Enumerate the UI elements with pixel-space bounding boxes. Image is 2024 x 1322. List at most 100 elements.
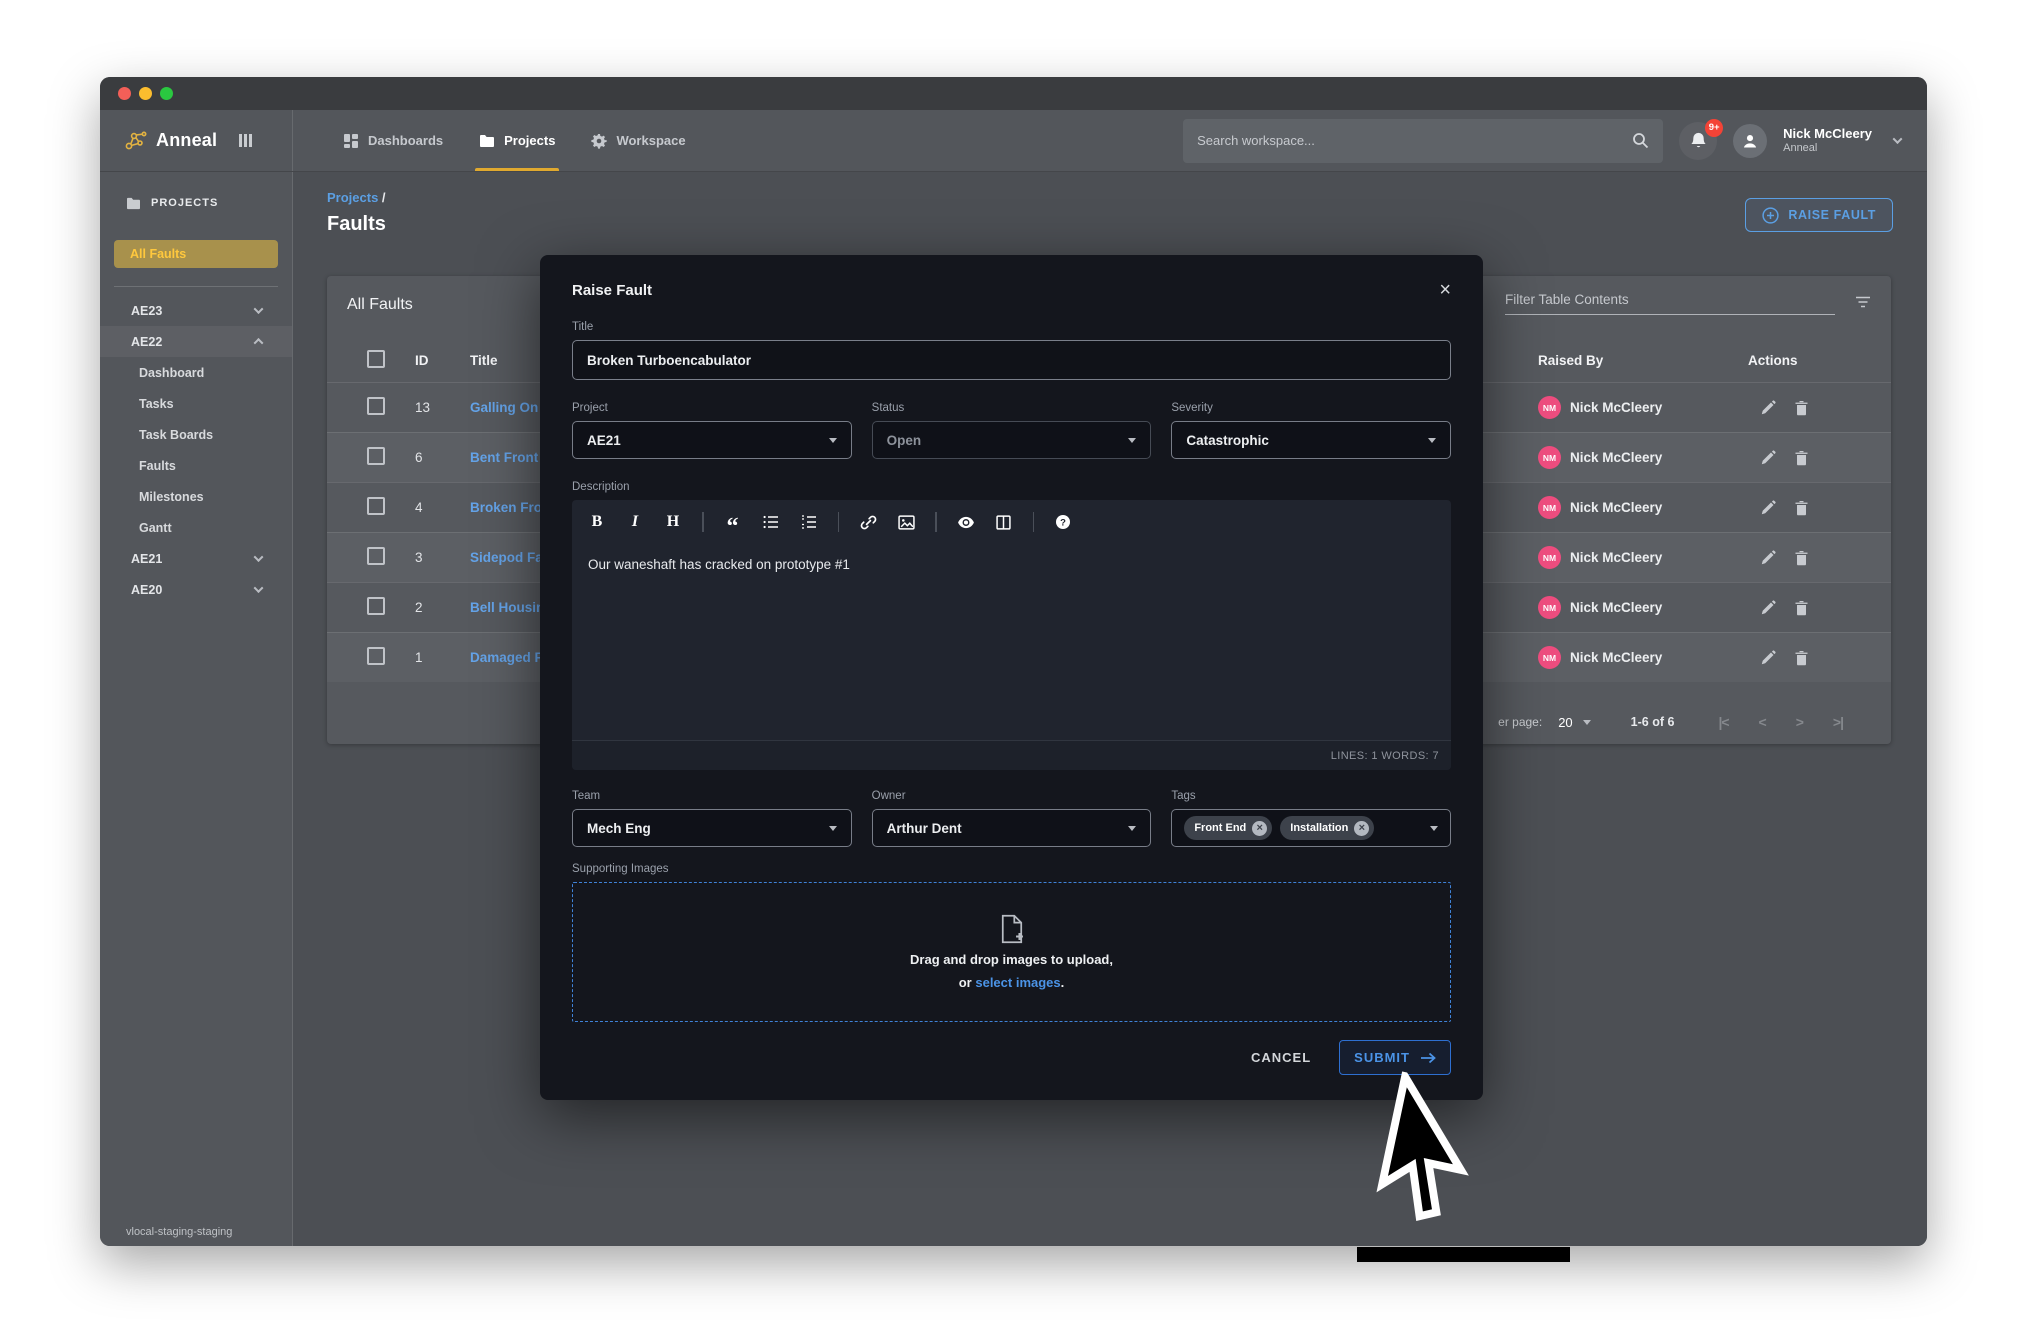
row-raised-by: Nick McCleery [1570, 650, 1663, 665]
row-id: 6 [415, 450, 423, 465]
bullet-list-icon[interactable] [762, 515, 780, 529]
per-page-select[interactable]: 20 [1558, 715, 1591, 730]
sidebar-item-ae20[interactable]: AE20 [100, 574, 292, 605]
prev-page-icon[interactable]: < [1758, 714, 1767, 730]
delete-icon[interactable] [1794, 500, 1809, 516]
table-icon[interactable] [995, 514, 1013, 530]
notifications-button[interactable]: 9+ [1679, 118, 1724, 160]
owner-select[interactable]: Arthur Dent [871, 809, 1152, 847]
sidebar-item-all-faults[interactable]: All Faults [114, 240, 278, 268]
nav-item-workspace[interactable]: Workspace [577, 110, 699, 171]
help-icon[interactable]: ? [1054, 514, 1072, 530]
delete-icon[interactable] [1794, 600, 1809, 616]
delete-icon[interactable] [1794, 400, 1809, 416]
notification-badge: 9+ [1705, 118, 1724, 137]
last-page-icon[interactable]: >| [1832, 714, 1844, 730]
row-checkbox[interactable] [367, 647, 385, 665]
user-menu-chevron-down-icon[interactable] [1892, 134, 1903, 145]
user-menu[interactable]: Nick McCleery Anneal [1783, 126, 1872, 156]
select-images-link[interactable]: select images [975, 975, 1061, 990]
heading-icon[interactable]: H [666, 513, 680, 530]
row-raised-by: Nick McCleery [1570, 400, 1663, 415]
delete-icon[interactable] [1794, 550, 1809, 566]
tag-chip-installation: Installation × [1280, 816, 1375, 840]
description-textarea[interactable]: Our waneshaft has cracked on prototype #… [572, 544, 1451, 740]
link-icon[interactable] [859, 514, 877, 531]
close-window-button[interactable] [118, 87, 131, 100]
sidebar-section-header: PROJECTS [100, 190, 292, 216]
remove-tag-icon[interactable]: × [1354, 820, 1370, 836]
raise-fault-button[interactable]: RAISE FAULT [1745, 198, 1893, 232]
row-checkbox[interactable] [367, 547, 385, 565]
edit-icon[interactable] [1760, 499, 1776, 516]
mouse-cursor [1376, 1070, 1469, 1221]
image-icon[interactable] [897, 514, 915, 530]
cancel-button[interactable]: CANCEL [1250, 1050, 1312, 1065]
row-title-link[interactable]: Damaged Fr [470, 650, 549, 665]
minimize-window-button[interactable] [139, 87, 152, 100]
severity-select[interactable]: Catastrophic [1171, 421, 1451, 459]
image-dropzone[interactable]: Drag and drop images to upload, or selec… [572, 882, 1451, 1022]
row-checkbox[interactable] [367, 597, 385, 615]
row-raised-by: Nick McCleery [1570, 600, 1663, 615]
sidebar-item-ae23[interactable]: AE23 [100, 295, 292, 326]
row-raised-by: Nick McCleery [1570, 550, 1663, 565]
project-select[interactable]: AE21 [572, 421, 852, 459]
sidebar-subitem-dashboard[interactable]: Dashboard [139, 365, 205, 380]
page-title: Faults [327, 213, 386, 235]
owner-field-label: Owner [871, 790, 906, 802]
submit-button[interactable]: SUBMIT [1339, 1040, 1451, 1075]
nav-item-projects[interactable]: Projects [465, 110, 569, 171]
bold-icon[interactable]: B [591, 513, 603, 530]
row-title-link[interactable]: Bent Front [470, 450, 539, 465]
first-page-icon[interactable]: |< [1718, 714, 1729, 730]
edit-icon[interactable] [1760, 399, 1776, 416]
row-checkbox[interactable] [367, 447, 385, 465]
blockquote-icon[interactable]: “ [726, 514, 739, 540]
zoom-window-button[interactable] [160, 87, 173, 100]
filter-table-input[interactable]: Filter Table Contents [1505, 292, 1835, 315]
status-select[interactable]: Open [871, 421, 1152, 459]
breadcrumb-projects-link[interactable]: Projects [327, 190, 379, 205]
search-input[interactable]: Search workspace... [1183, 118, 1664, 163]
sidebar-collapse-icon[interactable] [239, 134, 252, 147]
delete-icon[interactable] [1794, 650, 1809, 666]
next-page-icon[interactable]: > [1795, 714, 1804, 730]
numbered-list-icon[interactable] [800, 515, 818, 529]
row-checkbox[interactable] [367, 397, 385, 415]
remove-tag-icon[interactable]: × [1252, 820, 1268, 836]
close-icon[interactable]: × [1439, 279, 1451, 301]
team-select[interactable]: Mech Eng [572, 809, 852, 847]
edit-icon[interactable] [1760, 549, 1776, 566]
tags-select[interactable]: Front End × Installation × [1171, 809, 1451, 847]
pagination-bar: er page: 20 1-6 of 6 |< < > >| [1498, 714, 1844, 730]
sidebar-item-ae22[interactable]: AE22 [100, 326, 292, 357]
sidebar-subitem-task-boards[interactable]: Task Boards [139, 427, 214, 442]
row-title-link[interactable]: Galling On [470, 400, 539, 415]
primary-nav: Dashboards Projects Workspace [329, 110, 700, 171]
sidebar-divider [114, 286, 278, 287]
sidebar-subitem-tasks[interactable]: Tasks [139, 396, 174, 411]
sidebar-subitem-faults[interactable]: Faults [139, 458, 176, 473]
select-all-checkbox[interactable] [367, 349, 385, 368]
sidebar-item-ae21[interactable]: AE21 [100, 543, 292, 574]
user-avatar[interactable] [1733, 123, 1768, 158]
svg-text:?: ? [1060, 517, 1066, 528]
preview-icon[interactable] [957, 516, 975, 529]
search-placeholder: Search workspace... [1197, 133, 1315, 148]
edit-icon[interactable] [1760, 449, 1776, 466]
sidebar-subitem-milestones[interactable]: Milestones [139, 489, 204, 504]
title-input[interactable]: Broken Turboencabulator [572, 340, 1451, 380]
row-checkbox[interactable] [367, 497, 385, 515]
filter-icon[interactable] [1855, 296, 1871, 308]
row-title-link[interactable]: Sidepod Fa [470, 550, 543, 565]
submit-label: SUBMIT [1354, 1050, 1410, 1065]
italic-icon[interactable]: I [631, 513, 639, 530]
row-title-link[interactable]: Broken Fro [470, 500, 543, 515]
edit-icon[interactable] [1760, 649, 1776, 666]
edit-icon[interactable] [1760, 599, 1776, 616]
row-title-link[interactable]: Bell Housin [470, 600, 545, 615]
sidebar-subitem-gantt[interactable]: Gantt [139, 520, 172, 535]
nav-item-dashboards[interactable]: Dashboards [329, 110, 457, 171]
delete-icon[interactable] [1794, 450, 1809, 466]
